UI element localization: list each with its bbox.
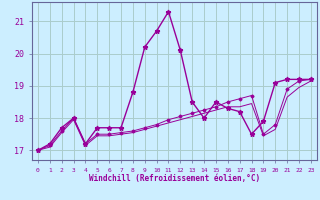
X-axis label: Windchill (Refroidissement éolien,°C): Windchill (Refroidissement éolien,°C) [89,174,260,183]
